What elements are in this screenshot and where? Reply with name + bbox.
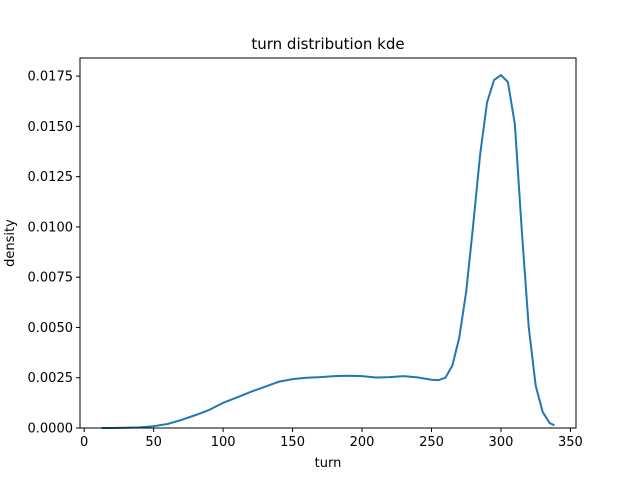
y-tick-label: 0.0175 — [28, 70, 74, 85]
x-tick-label: 0 — [80, 435, 88, 450]
axes-frame — [79, 57, 577, 429]
x-tick-label: 300 — [489, 435, 514, 450]
plot-area — [101, 74, 555, 429]
y-tick-label: 0.0050 — [28, 321, 74, 336]
y-tick-label: 0.0025 — [28, 371, 74, 386]
x-axis-label: turn — [315, 456, 342, 471]
y-tick-label: 0.0075 — [28, 271, 74, 286]
x-axis: 0 50 100 150 200 250 300 350 — [80, 428, 583, 450]
x-tick-label: 350 — [558, 435, 583, 450]
x-tick-label: 50 — [145, 435, 162, 450]
y-axis: 0.0000 0.0025 0.0050 0.0075 0.0100 0.0125 0.01… — [28, 70, 80, 437]
x-tick-label: 150 — [280, 435, 305, 450]
y-axis-label: density — [3, 219, 18, 267]
y-tick-label: 0.0000 — [28, 422, 74, 437]
chart-title: turn distribution kde — [251, 35, 404, 53]
x-tick-label: 250 — [419, 435, 444, 450]
y-tick-label: 0.0100 — [28, 220, 74, 235]
x-tick-label: 100 — [211, 435, 236, 450]
x-tick-label: 200 — [350, 435, 375, 450]
y-tick-label: 0.0150 — [28, 120, 74, 135]
y-tick-label: 0.0125 — [28, 170, 74, 185]
kde-line-0 — [101, 74, 555, 429]
